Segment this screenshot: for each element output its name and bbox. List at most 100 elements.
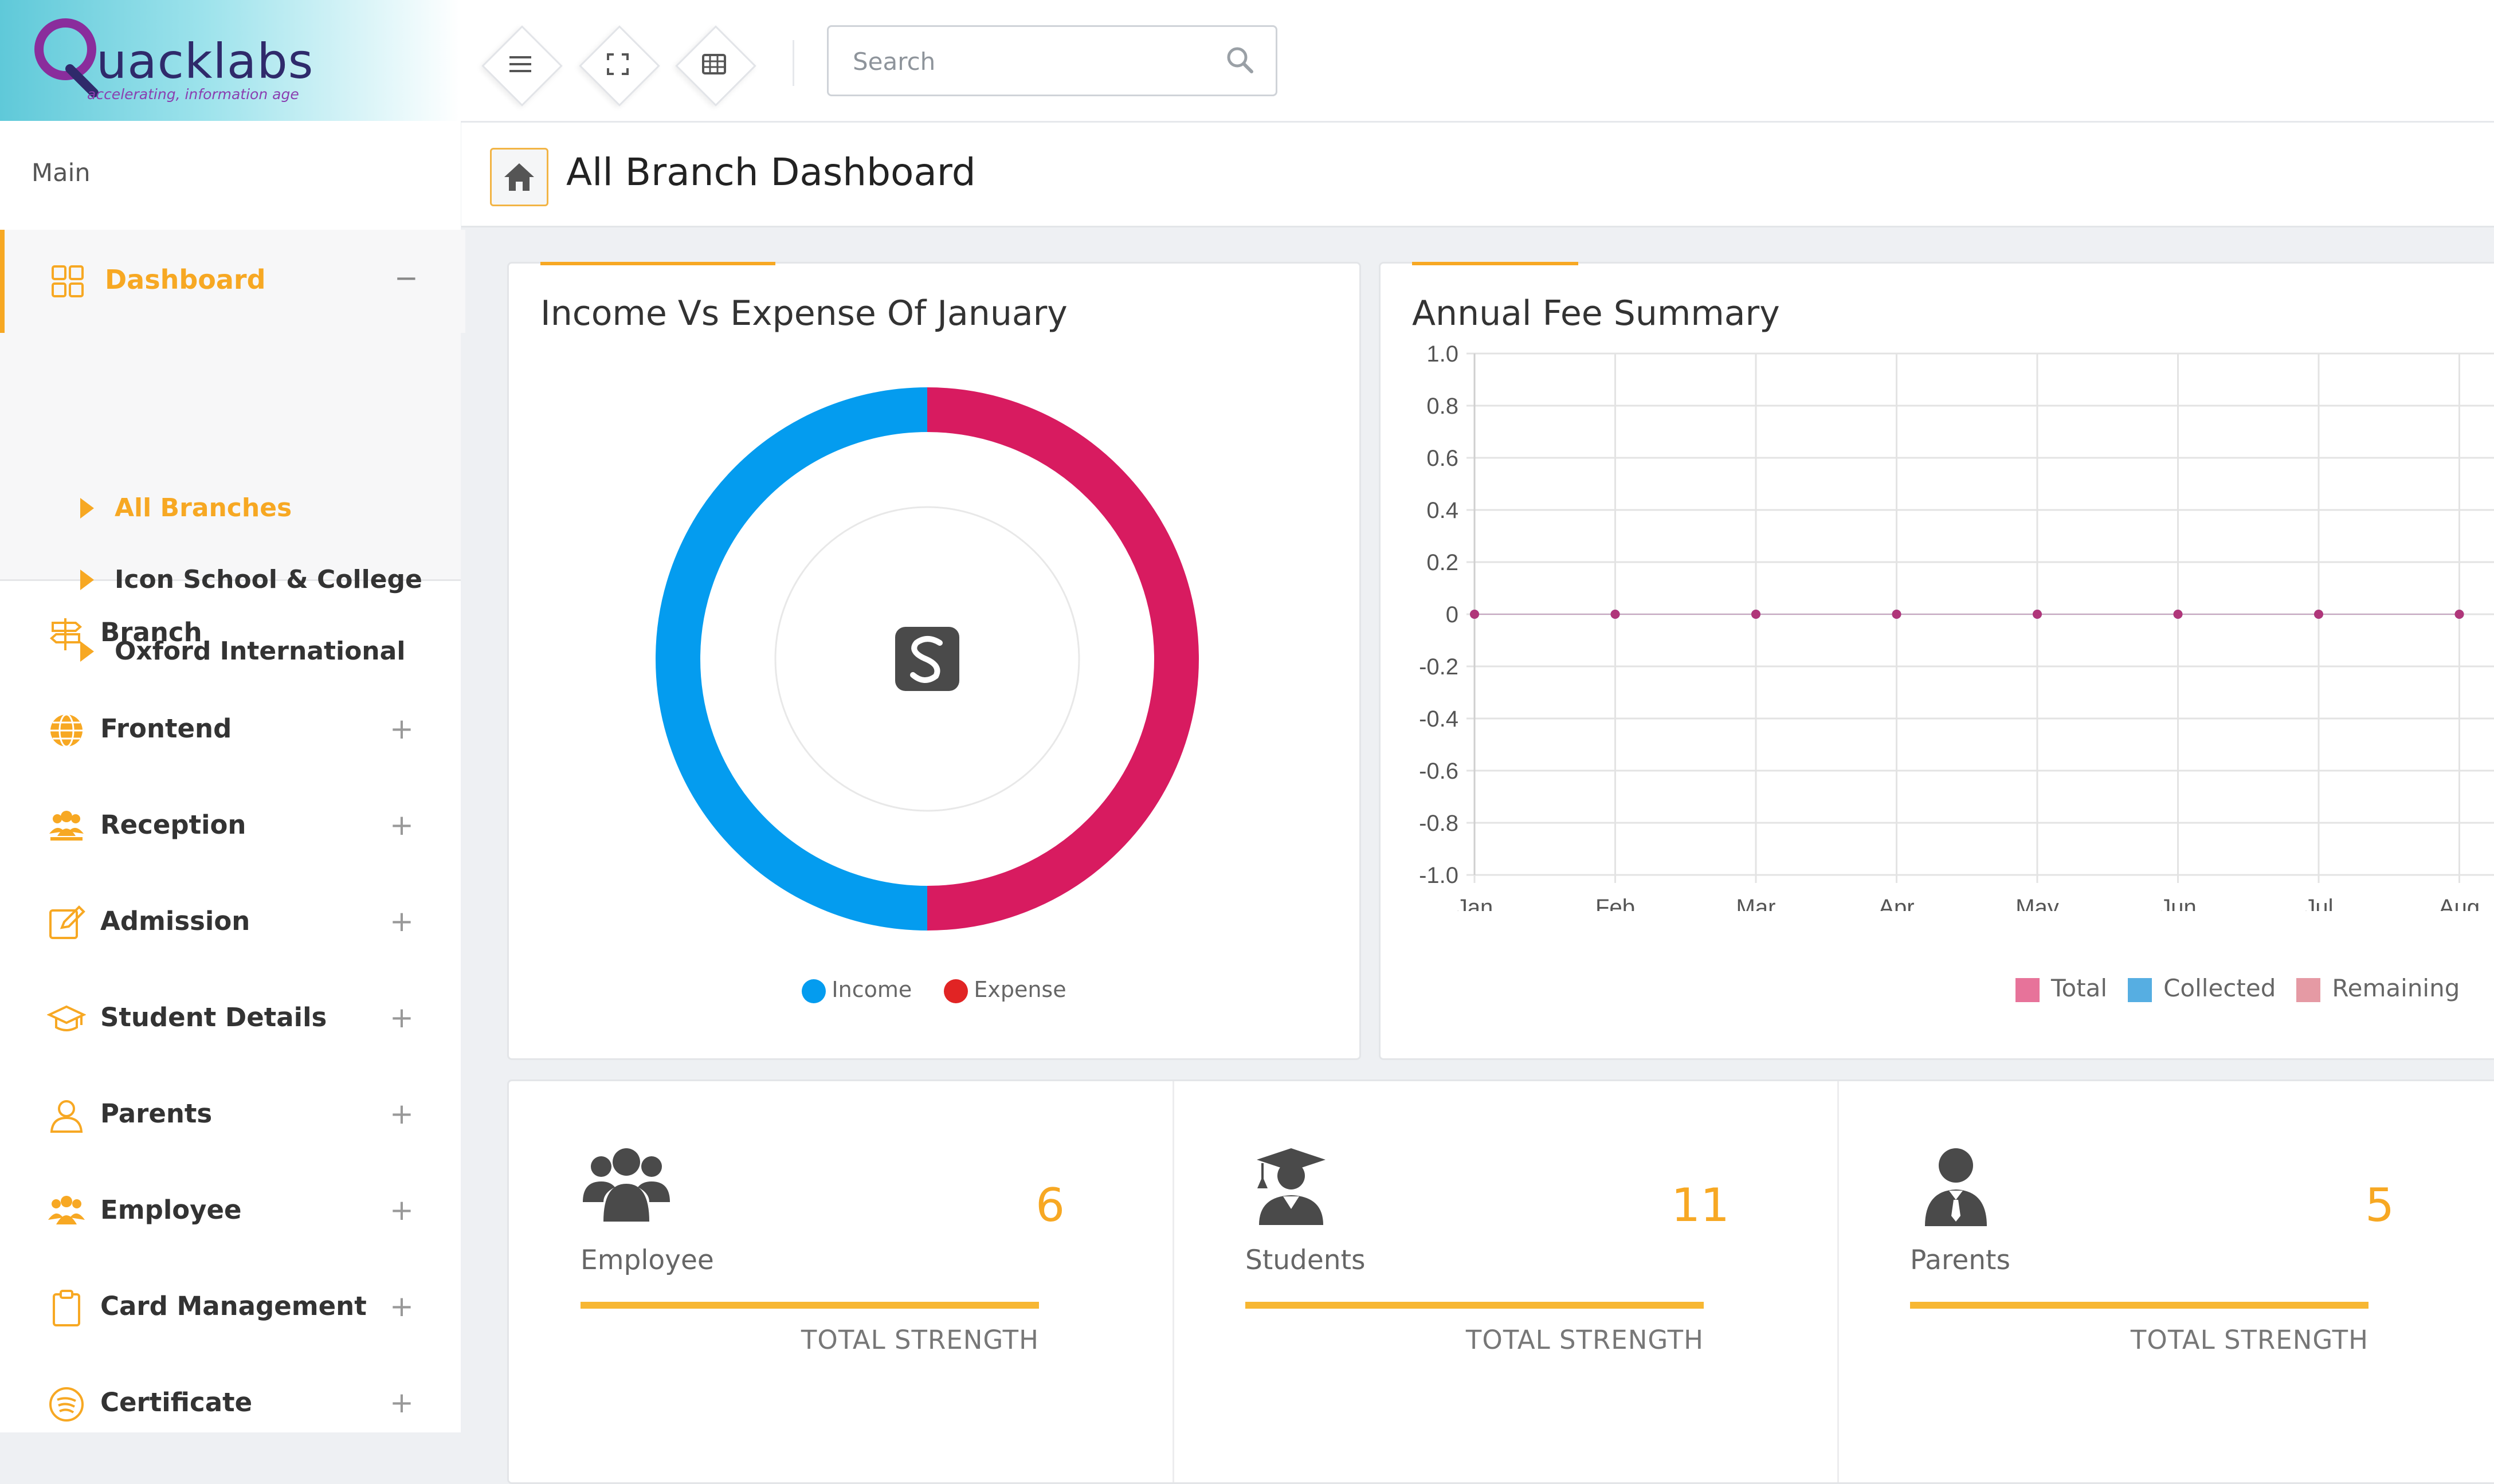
- sidebar-item-branch[interactable]: Branch: [0, 599, 461, 668]
- expand-toggle[interactable]: +: [390, 1194, 414, 1227]
- sidebar-item-dashboard[interactable]: Dashboard −: [0, 230, 465, 333]
- sidebar-item-label: Branch: [100, 617, 202, 647]
- employees-icon: [48, 1196, 85, 1224]
- caret-right-icon: [80, 498, 94, 519]
- graduation-cap-icon: [47, 1005, 86, 1031]
- legend-item-income[interactable]: Income: [802, 977, 912, 1003]
- top-bar: uacklabs accelerating, information age: [0, 0, 2494, 123]
- expand-toggle[interactable]: +: [390, 712, 414, 745]
- logo-s-icon: [895, 627, 959, 691]
- expand-toggle[interactable]: +: [390, 808, 414, 842]
- card-accent: [540, 262, 775, 265]
- sidebar-item-card-management[interactable]: Card Management +: [0, 1273, 461, 1341]
- pie-slice-income[interactable]: [656, 387, 928, 931]
- apps-grid-button[interactable]: [673, 23, 756, 107]
- stat-bar: [581, 1302, 1039, 1309]
- x-tick-label: Jan: [1456, 895, 1493, 911]
- people-group-icon: [49, 811, 84, 841]
- stat-label: Parents: [1910, 1244, 2010, 1276]
- line-chart: 1.0 0.8 0.6 0.4 0.2 0 -0.2 -0.4 -0.6 -0.8 -1.0 Jan F…: [1419, 341, 2494, 911]
- expand-toggle[interactable]: +: [390, 905, 414, 938]
- sidebar-item-certificate[interactable]: Certificate +: [0, 1369, 461, 1438]
- legend-item-total[interactable]: Total: [2015, 974, 2107, 1002]
- annual-fee-summary-card: Annual Fee Summary 1.0 0.8 0.6 0.4 0.2 0 -0.2 -…: [1379, 262, 2494, 1060]
- user-outline-icon: [50, 1100, 83, 1133]
- menu-toggle-button[interactable]: [479, 23, 563, 107]
- card-title: Income Vs Expense Of January: [540, 293, 1068, 333]
- employees-icon: [583, 1148, 670, 1222]
- expand-toggle[interactable]: +: [390, 1290, 414, 1323]
- legend-item-expense[interactable]: Expense: [944, 977, 1066, 1003]
- stat-subtitle: TOTAL STRENGTH: [2130, 1325, 2368, 1355]
- sidebar-item-reception[interactable]: Reception +: [0, 791, 461, 860]
- clipboard-icon: [53, 1290, 80, 1326]
- x-tick-label: Mar: [1736, 895, 1776, 911]
- y-tick-label: -0.4: [1419, 706, 1458, 732]
- pie-slice-expense[interactable]: [927, 387, 1199, 931]
- legend-label: Total: [2051, 974, 2108, 1002]
- home-icon: [504, 163, 534, 191]
- expand-toggle[interactable]: +: [390, 1001, 414, 1034]
- stat-bar: [1245, 1302, 1704, 1309]
- sidebar-item-label: Reception: [100, 810, 246, 840]
- branch-signpost-icon: [49, 618, 83, 650]
- logo-q-icon: [34, 18, 99, 97]
- logo[interactable]: uacklabs accelerating, information age: [0, 0, 461, 121]
- y-tick-label: 0: [1446, 602, 1458, 627]
- y-tick-label: 1.0: [1426, 341, 1458, 367]
- data-point-total[interactable]: [1892, 610, 1901, 619]
- legend-item-collected[interactable]: Collected: [2128, 974, 2276, 1002]
- data-point-total[interactable]: [2173, 610, 2183, 619]
- data-point-total[interactable]: [1470, 610, 1479, 619]
- sidebar-item-frontend[interactable]: Frontend +: [0, 695, 461, 764]
- legend-label: Income: [832, 977, 912, 1002]
- caret-right-icon: [80, 641, 94, 662]
- stat-parents: 5 Parents TOTAL STRENGTH: [1838, 1081, 2494, 1482]
- sidebar-item-label: Card Management: [100, 1291, 367, 1321]
- home-button[interactable]: [490, 148, 548, 206]
- y-tick-label: -0.6: [1419, 759, 1458, 784]
- stat-count: 11: [1671, 1179, 1730, 1232]
- collapse-toggle[interactable]: −: [394, 261, 418, 295]
- submenu-item-label: All Branches: [115, 493, 292, 523]
- y-tick-label: -0.8: [1419, 811, 1458, 836]
- y-tick-label: 0.6: [1426, 446, 1458, 471]
- card-title: Annual Fee Summary: [1412, 293, 1780, 333]
- sidebar-item-label: Employee: [100, 1195, 242, 1225]
- data-point-total[interactable]: [2033, 610, 2042, 619]
- card-accent: [1412, 262, 1578, 265]
- sidebar-item-label: Certificate: [100, 1387, 253, 1418]
- legend-item-remaining[interactable]: Remaining: [2296, 974, 2460, 1002]
- caret-right-icon: [80, 570, 94, 590]
- stat-label: Employee: [581, 1244, 714, 1276]
- page-title: All Branch Dashboard: [566, 150, 976, 194]
- search-box: [827, 25, 1277, 96]
- data-point-total[interactable]: [1610, 610, 1620, 619]
- stat-count: 5: [2365, 1179, 2394, 1232]
- sidebar-item-admission[interactable]: Admission +: [0, 888, 461, 956]
- sidebar-item-student-details[interactable]: Student Details +: [0, 984, 461, 1053]
- search-input[interactable]: [852, 27, 1209, 96]
- expand-toggle[interactable]: +: [390, 1097, 414, 1130]
- stats-card: 6 Employee TOTAL STRENGTH 11 Students TO…: [507, 1079, 2494, 1484]
- fullscreen-button[interactable]: [577, 23, 660, 107]
- student-graduate-icon: [1257, 1148, 1326, 1225]
- y-tick-label: -0.2: [1419, 654, 1458, 680]
- sidebar-item-parents[interactable]: Parents +: [0, 1080, 461, 1149]
- search-icon[interactable]: [1224, 44, 1256, 76]
- sidebar-item-employee[interactable]: Employee +: [0, 1176, 461, 1245]
- edit-form-icon: [49, 905, 85, 939]
- legend-swatch: [944, 979, 968, 1003]
- expand-toggle[interactable]: +: [390, 1386, 414, 1419]
- stat-label: Students: [1245, 1244, 1366, 1276]
- dashboard-submenu: All Branches Icon School & College Oxfor…: [0, 333, 461, 666]
- chart-legend: Total Collected Remaining: [2015, 974, 2480, 1002]
- dashboard-grid-icon: [52, 265, 84, 297]
- data-point-total[interactable]: [1751, 610, 1760, 619]
- x-tick-label: May: [2015, 895, 2059, 911]
- x-tick-label: Aug: [2439, 895, 2480, 911]
- data-point-total[interactable]: [2454, 610, 2464, 619]
- brand-name: uacklabs: [96, 33, 314, 89]
- sidebar-item-label: Student Details: [100, 1002, 327, 1032]
- data-point-total[interactable]: [2314, 610, 2323, 619]
